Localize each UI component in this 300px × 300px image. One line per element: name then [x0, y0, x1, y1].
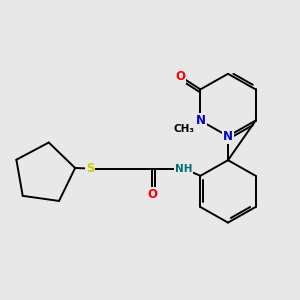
Text: N: N: [195, 114, 206, 127]
Text: O: O: [175, 70, 185, 83]
Text: N: N: [223, 130, 233, 143]
Text: NH: NH: [175, 164, 192, 174]
Text: CH₃: CH₃: [173, 124, 194, 134]
Text: S: S: [86, 162, 94, 175]
Text: O: O: [147, 188, 158, 202]
